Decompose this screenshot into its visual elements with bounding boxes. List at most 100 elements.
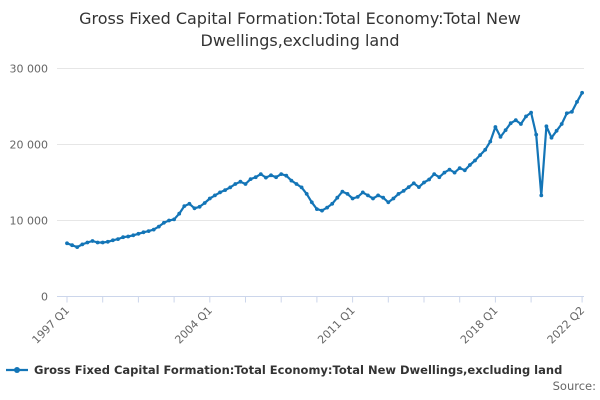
data-point-marker[interactable] bbox=[233, 182, 238, 186]
data-point-marker[interactable] bbox=[524, 114, 528, 119]
data-point-marker[interactable] bbox=[340, 189, 345, 194]
data-point-marker[interactable] bbox=[345, 192, 350, 196]
data-point-marker[interactable] bbox=[75, 245, 80, 250]
data-point-marker[interactable] bbox=[218, 190, 222, 195]
data-point-marker[interactable] bbox=[335, 195, 340, 200]
data-point-marker[interactable] bbox=[452, 170, 457, 175]
data-point-marker[interactable] bbox=[513, 118, 518, 123]
data-point-marker[interactable] bbox=[457, 166, 462, 171]
data-point-marker[interactable] bbox=[396, 192, 401, 196]
data-point-marker[interactable] bbox=[279, 172, 284, 177]
data-point-marker[interactable] bbox=[432, 172, 437, 177]
data-point-marker[interactable] bbox=[371, 196, 375, 201]
data-point-marker[interactable] bbox=[391, 196, 396, 201]
data-point-marker[interactable] bbox=[559, 122, 564, 126]
data-point-marker[interactable] bbox=[498, 135, 503, 139]
data-point-marker[interactable] bbox=[289, 178, 294, 183]
data-point-marker[interactable] bbox=[473, 158, 477, 163]
data-point-marker[interactable] bbox=[136, 231, 141, 236]
data-point-marker[interactable] bbox=[90, 239, 95, 243]
data-point-marker[interactable] bbox=[269, 173, 273, 178]
data-point-marker[interactable] bbox=[85, 240, 90, 245]
data-point-marker[interactable] bbox=[519, 122, 523, 126]
data-point-marker[interactable] bbox=[248, 177, 253, 182]
data-point-marker[interactable] bbox=[549, 135, 554, 140]
data-point-marker[interactable] bbox=[192, 206, 197, 211]
data-point-marker[interactable] bbox=[406, 185, 411, 190]
data-point-marker[interactable] bbox=[447, 167, 452, 172]
data-point-marker[interactable] bbox=[309, 200, 314, 205]
data-point-marker[interactable] bbox=[126, 234, 131, 239]
data-point-marker[interactable] bbox=[177, 211, 182, 216]
data-point-marker[interactable] bbox=[156, 224, 161, 229]
data-point-marker[interactable] bbox=[111, 238, 115, 243]
data-point-marker[interactable] bbox=[197, 204, 202, 209]
data-point-marker[interactable] bbox=[468, 163, 472, 167]
data-point-marker[interactable] bbox=[213, 193, 217, 198]
data-point-marker[interactable] bbox=[493, 125, 498, 129]
data-point-marker[interactable] bbox=[299, 185, 304, 190]
data-point-marker[interactable] bbox=[554, 128, 559, 133]
data-point-marker[interactable] bbox=[70, 243, 74, 248]
data-point-marker[interactable] bbox=[202, 201, 207, 205]
data-point-marker[interactable] bbox=[294, 182, 299, 186]
data-point-marker[interactable] bbox=[207, 196, 212, 201]
data-point-marker[interactable] bbox=[570, 109, 574, 114]
data-point-marker[interactable] bbox=[116, 237, 120, 242]
data-point-marker[interactable] bbox=[381, 195, 386, 200]
data-point-marker[interactable] bbox=[427, 177, 431, 182]
data-point-marker[interactable] bbox=[243, 182, 248, 186]
data-point-marker[interactable] bbox=[529, 110, 533, 115]
data-point-marker[interactable] bbox=[330, 201, 335, 206]
data-point-marker[interactable] bbox=[304, 192, 309, 196]
data-point-marker[interactable] bbox=[80, 242, 85, 247]
data-point-marker[interactable] bbox=[488, 139, 493, 144]
data-point-marker[interactable] bbox=[151, 227, 156, 232]
data-point-marker[interactable] bbox=[366, 193, 370, 198]
data-point-marker[interactable] bbox=[580, 90, 584, 95]
data-point-marker[interactable] bbox=[315, 207, 319, 212]
data-point-marker[interactable] bbox=[274, 175, 278, 180]
data-point-marker[interactable] bbox=[442, 170, 447, 175]
data-point-marker[interactable] bbox=[182, 204, 187, 209]
data-point-marker[interactable] bbox=[355, 195, 360, 199]
data-point-marker[interactable] bbox=[146, 229, 151, 234]
data-point-marker[interactable] bbox=[544, 124, 549, 129]
data-point-marker[interactable] bbox=[167, 218, 171, 223]
data-point-marker[interactable] bbox=[503, 128, 508, 133]
data-point-marker[interactable] bbox=[105, 239, 110, 244]
series-line[interactable] bbox=[65, 91, 584, 249]
data-point-marker[interactable] bbox=[258, 172, 263, 177]
data-point-marker[interactable] bbox=[478, 153, 482, 158]
data-point-marker[interactable] bbox=[534, 132, 539, 137]
data-point-marker[interactable] bbox=[264, 175, 268, 180]
data-point-marker[interactable] bbox=[65, 241, 69, 246]
data-point-marker[interactable] bbox=[360, 190, 365, 195]
data-point-marker[interactable] bbox=[284, 173, 289, 178]
data-point-marker[interactable] bbox=[121, 235, 125, 240]
chart-canvas[interactable]: 0 10 000 20 000 30 000 1997 Q1 2004 Q1 2011 Q1… bbox=[0, 0, 600, 360]
data-point-marker[interactable] bbox=[539, 193, 544, 198]
data-point-marker[interactable] bbox=[238, 179, 243, 184]
data-point-marker[interactable] bbox=[350, 196, 355, 201]
data-point-marker[interactable] bbox=[253, 175, 258, 180]
data-point-marker[interactable] bbox=[417, 185, 421, 190]
data-point-marker[interactable] bbox=[564, 111, 569, 116]
data-point-marker[interactable] bbox=[325, 205, 329, 210]
data-point-marker[interactable] bbox=[95, 240, 100, 245]
data-point-marker[interactable] bbox=[437, 175, 442, 180]
data-point-marker[interactable] bbox=[411, 181, 416, 186]
data-point-marker[interactable] bbox=[376, 193, 380, 198]
data-point-marker[interactable] bbox=[422, 180, 426, 185]
data-point-marker[interactable] bbox=[228, 185, 233, 190]
data-point-marker[interactable] bbox=[187, 201, 192, 206]
data-point-marker[interactable] bbox=[223, 188, 228, 193]
data-point-marker[interactable] bbox=[575, 100, 579, 104]
data-point-marker[interactable] bbox=[401, 189, 406, 193]
data-point-marker[interactable] bbox=[141, 230, 146, 235]
data-point-marker[interactable] bbox=[462, 168, 467, 173]
data-point-marker[interactable] bbox=[162, 220, 166, 225]
data-point-marker[interactable] bbox=[508, 121, 513, 126]
data-point-marker[interactable] bbox=[386, 200, 391, 205]
data-point-marker[interactable] bbox=[483, 147, 488, 152]
